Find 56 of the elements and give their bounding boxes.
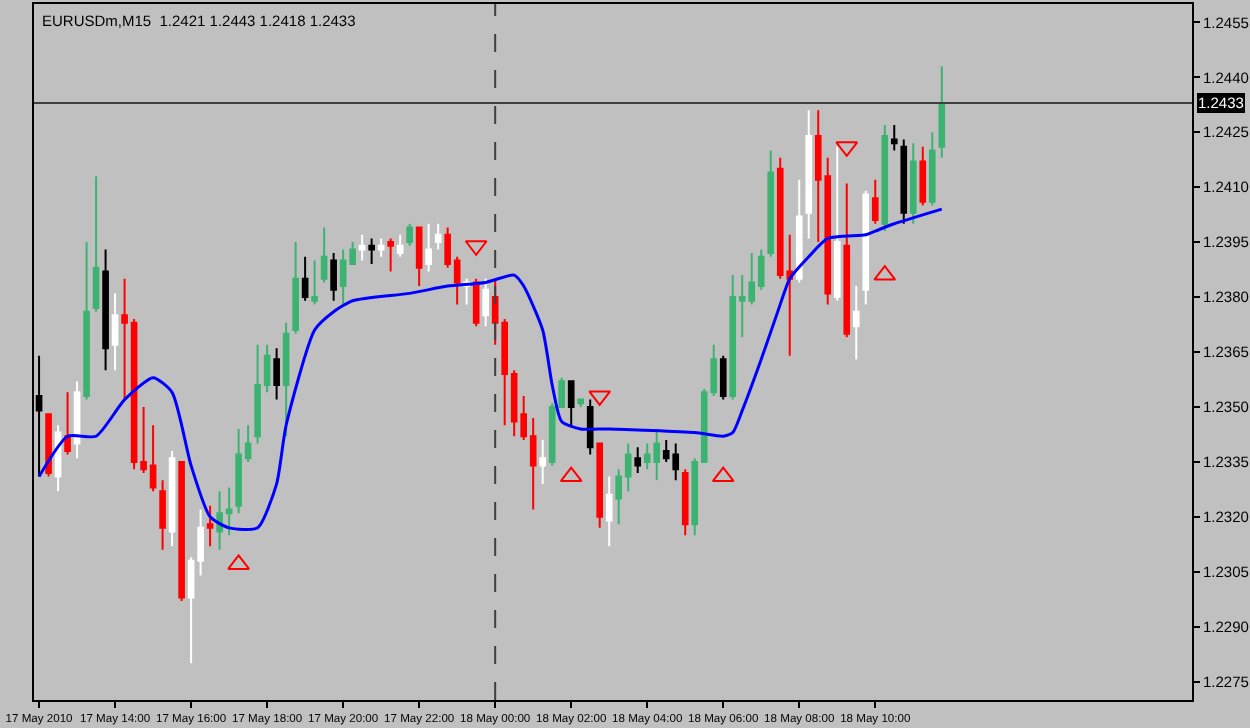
candlestick (681, 468, 689, 537)
candlestick (767, 149, 775, 258)
candlestick (881, 123, 889, 233)
candlestick (862, 189, 870, 306)
candlestick (605, 475, 613, 548)
candlestick (45, 413, 52, 478)
candlestick (377, 237, 385, 258)
candlestick (567, 380, 575, 427)
candlestick (928, 131, 936, 207)
candlestick (890, 123, 898, 152)
candlestick (330, 252, 337, 302)
line-series (37, 207, 944, 531)
candlestick (92, 175, 100, 313)
candlestick (178, 460, 185, 603)
candlestick (938, 65, 946, 159)
candlestick (311, 259, 318, 306)
candlestick (843, 182, 851, 339)
candlestick (805, 109, 813, 240)
candlestick (159, 479, 166, 551)
candlestick (273, 347, 280, 401)
candlestick (871, 178, 879, 225)
candlestick (292, 241, 299, 335)
candlestick (282, 321, 290, 438)
point (559, 466, 583, 483)
candlestick (434, 222, 442, 251)
candlestick (358, 233, 366, 262)
candlestick (83, 241, 90, 401)
candlestick (320, 226, 328, 284)
candlestick (919, 145, 927, 207)
candlestick (73, 380, 81, 460)
candlestick (206, 504, 214, 548)
candlestick (387, 237, 394, 273)
candlestick (577, 398, 585, 408)
candlestick (168, 449, 176, 548)
candlestick (852, 285, 860, 361)
candlestick (301, 255, 309, 302)
candlestick (596, 442, 604, 529)
candlestick (586, 398, 594, 456)
candlestick (425, 222, 432, 273)
candlestick (539, 438, 547, 485)
candlestick (64, 391, 71, 456)
candlestick (368, 237, 375, 266)
candlestick (472, 277, 480, 328)
candlestick (102, 248, 109, 372)
candlestick (634, 446, 642, 474)
candlestick (406, 222, 413, 247)
candlestick (415, 226, 423, 288)
candlestick (396, 233, 404, 258)
point (711, 466, 735, 483)
candlestick (833, 145, 841, 302)
candlestick (719, 354, 727, 401)
candlestick (900, 138, 908, 225)
candlestick (482, 277, 489, 328)
candlestick (909, 142, 917, 225)
candlestick (111, 292, 119, 372)
candlestick (795, 178, 803, 284)
